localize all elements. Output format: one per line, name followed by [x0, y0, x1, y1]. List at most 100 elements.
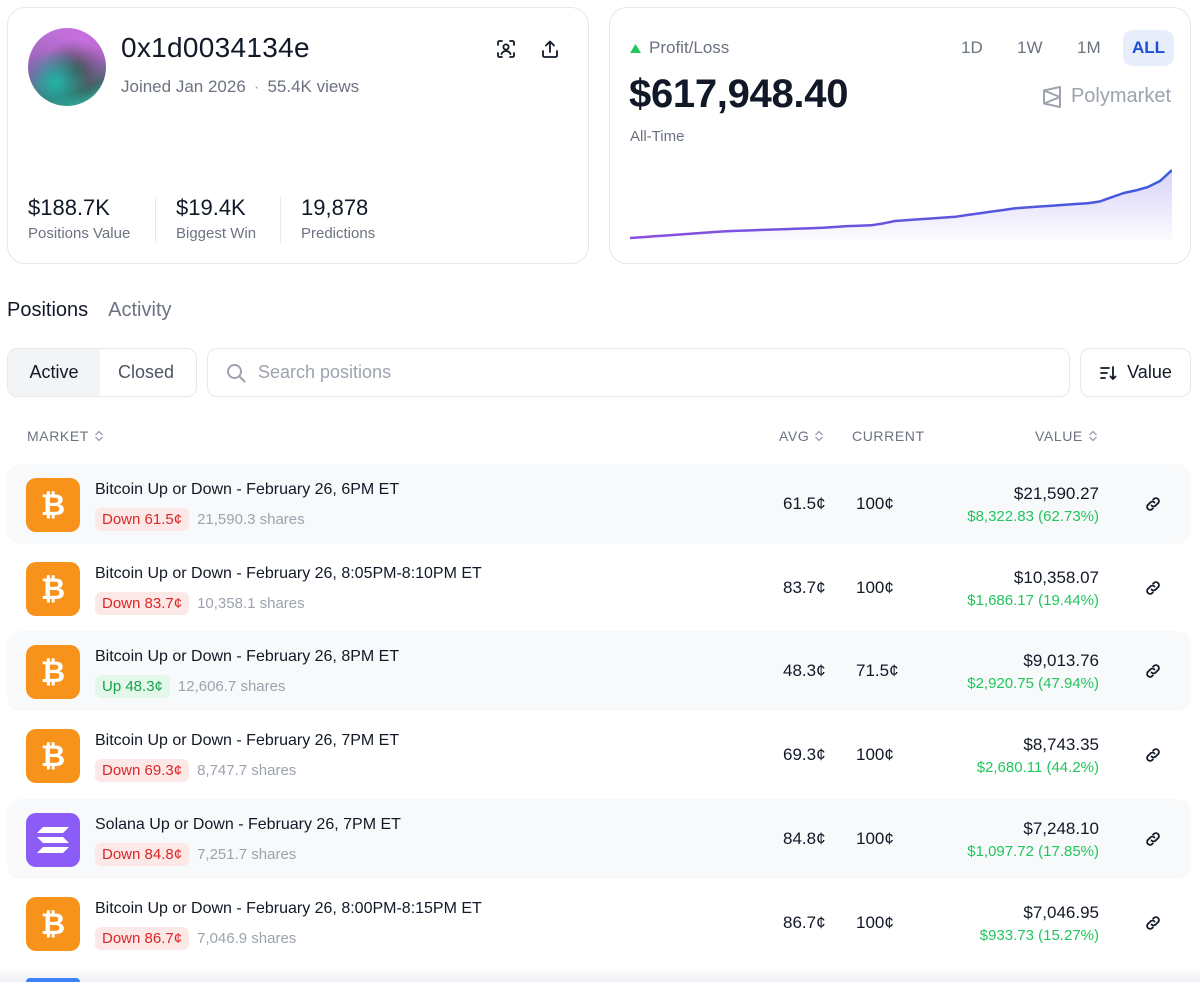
table-row[interactable]: Solana Up or Down - February 26, 7PM ET D… [7, 799, 1191, 879]
outcome-badge: Down 83.7¢ [95, 592, 189, 615]
position-value: $7,248.10 $1,097.72 (17.85%) [967, 819, 1099, 860]
scan-profile-button[interactable] [493, 36, 519, 62]
position-value: $7,046.95 $933.73 (15.27%) [980, 903, 1099, 944]
search-input[interactable] [258, 362, 1018, 383]
stat-label: Biggest Win [176, 225, 256, 242]
header-value[interactable]: VALUE [1035, 428, 1098, 444]
link-icon [1144, 914, 1162, 932]
value-amount: $10,358.07 [967, 568, 1099, 588]
table-row[interactable]: ₿ Bitcoin Up or Down - February 26, 8PM E… [7, 631, 1191, 711]
position-value: $21,590.27 $8,322.83 (62.73%) [967, 484, 1099, 525]
avg-price: 83.7¢ [783, 578, 826, 598]
pnl-label-text: Profit/Loss [649, 38, 729, 58]
outcome-badge: Down 61.5¢ [95, 508, 189, 531]
header-avg[interactable]: AVG [779, 428, 824, 444]
sort-toggle-icon [94, 430, 104, 442]
header-market[interactable]: MARKET [27, 428, 104, 444]
avatar [28, 28, 106, 106]
market-title[interactable]: Bitcoin Up or Down - February 26, 6PM ET [95, 481, 399, 499]
tab-positions[interactable]: Positions [7, 299, 88, 322]
filter-closed-button[interactable]: Closed [100, 349, 192, 396]
market-title[interactable]: Bitcoin Up or Down - February 26, 8:05PM… [95, 565, 482, 583]
svg-text:₿: ₿ [41, 488, 65, 522]
scroll-fade [0, 966, 1200, 982]
market-link-button[interactable] [1144, 579, 1162, 597]
pnl-value: $617,948.40 [629, 72, 848, 117]
market-title[interactable]: Solana Up or Down - February 26, 7PM ET [95, 816, 401, 834]
market-link-button[interactable] [1144, 830, 1162, 848]
value-gain: $1,686.17 (19.44%) [967, 592, 1099, 609]
range-1w-button[interactable]: 1W [1008, 30, 1052, 66]
value-amount: $8,743.35 [977, 735, 1099, 755]
stat-value: 19,878 [301, 195, 375, 221]
bitcoin-icon: ₿ [36, 907, 70, 941]
avg-price: 84.8¢ [783, 829, 826, 849]
value-amount: $21,590.27 [967, 484, 1099, 504]
value-amount: $9,013.76 [967, 651, 1099, 671]
value-amount: $7,046.95 [980, 903, 1099, 923]
bitcoin-icon: ₿ [36, 655, 70, 689]
tab-activity[interactable]: Activity [108, 299, 171, 322]
filter-active-button[interactable]: Active [8, 349, 100, 396]
market-icon: ₿ [26, 729, 80, 783]
market-link-button[interactable] [1144, 495, 1162, 513]
avg-price: 48.3¢ [783, 661, 826, 681]
view-count: 55.4K views [267, 77, 359, 96]
current-price: 71.5¢ [856, 661, 899, 681]
market-icon [26, 813, 80, 867]
market-title[interactable]: Bitcoin Up or Down - February 26, 8PM ET [95, 648, 399, 666]
share-button[interactable] [537, 36, 563, 62]
shares-count: 8,747.7 shares [197, 762, 296, 779]
table-row[interactable]: ₿ Bitcoin Up or Down - February 26, 8:05P… [7, 548, 1191, 628]
meta-separator: · [254, 77, 260, 96]
next-row-peek [26, 978, 80, 982]
value-gain: $8,322.83 (62.73%) [967, 508, 1099, 525]
profile-meta: Joined Jan 2026 · 55.4K views [121, 77, 359, 97]
table-row[interactable]: ₿ Bitcoin Up or Down - February 26, 6PM E… [7, 464, 1191, 544]
shares-count: 7,251.7 shares [197, 846, 296, 863]
range-1m-button[interactable]: 1M [1068, 30, 1110, 66]
market-icon: ₿ [26, 897, 80, 951]
bitcoin-icon: ₿ [36, 572, 70, 606]
market-link-button[interactable] [1144, 746, 1162, 764]
table-row[interactable]: ₿ Bitcoin Up or Down - February 26, 7PM E… [7, 715, 1191, 795]
range-1d-button[interactable]: 1D [952, 30, 992, 66]
current-price: 100¢ [856, 494, 894, 514]
market-title[interactable]: Bitcoin Up or Down - February 26, 7PM ET [95, 732, 399, 750]
shares-count: 12,606.7 shares [178, 678, 286, 695]
range-all-button[interactable]: ALL [1123, 30, 1174, 66]
pnl-chart [630, 168, 1172, 240]
market-link-button[interactable] [1144, 914, 1162, 932]
market-title[interactable]: Bitcoin Up or Down - February 26, 8:00PM… [95, 900, 482, 918]
position-detail: Down 83.7¢ 10,358.1 shares [95, 592, 305, 615]
position-value: $9,013.76 $2,920.75 (47.94%) [967, 651, 1099, 692]
svg-text:₿: ₿ [41, 655, 65, 689]
market-link-button[interactable] [1144, 662, 1162, 680]
value-amount: $7,248.10 [967, 819, 1099, 839]
position-value: $10,358.07 $1,686.17 (19.44%) [967, 568, 1099, 609]
link-icon [1144, 495, 1162, 513]
value-gain: $1,097.72 (17.85%) [967, 843, 1099, 860]
value-gain: $2,680.11 (44.2%) [977, 759, 1099, 776]
search-icon [226, 363, 246, 383]
stat-divider [280, 197, 281, 243]
link-icon [1144, 746, 1162, 764]
stat-value: $19.4K [176, 195, 256, 221]
value-gain: $2,920.75 (47.94%) [967, 675, 1099, 692]
market-icon: ₿ [26, 562, 80, 616]
position-detail: Down 86.7¢ 7,046.9 shares [95, 927, 296, 950]
stat-predictions: 19,878 Predictions [301, 195, 375, 242]
stat-divider [155, 197, 156, 243]
sort-descending-icon [1099, 364, 1117, 382]
value-gain: $933.73 (15.27%) [980, 927, 1099, 944]
header-current-label: CURRENT [852, 428, 925, 444]
current-price: 100¢ [856, 913, 894, 933]
table-row[interactable]: ₿ Bitcoin Up or Down - February 26, 8:00P… [7, 883, 1191, 963]
joined-date: Joined Jan 2026 [121, 77, 246, 96]
bitcoin-icon: ₿ [36, 739, 70, 773]
outcome-badge: Up 48.3¢ [95, 675, 170, 698]
link-icon [1144, 579, 1162, 597]
position-detail: Down 69.3¢ 8,747.7 shares [95, 759, 296, 782]
stat-biggest-win: $19.4K Biggest Win [176, 195, 256, 242]
sort-value-button[interactable]: Value [1080, 348, 1191, 397]
